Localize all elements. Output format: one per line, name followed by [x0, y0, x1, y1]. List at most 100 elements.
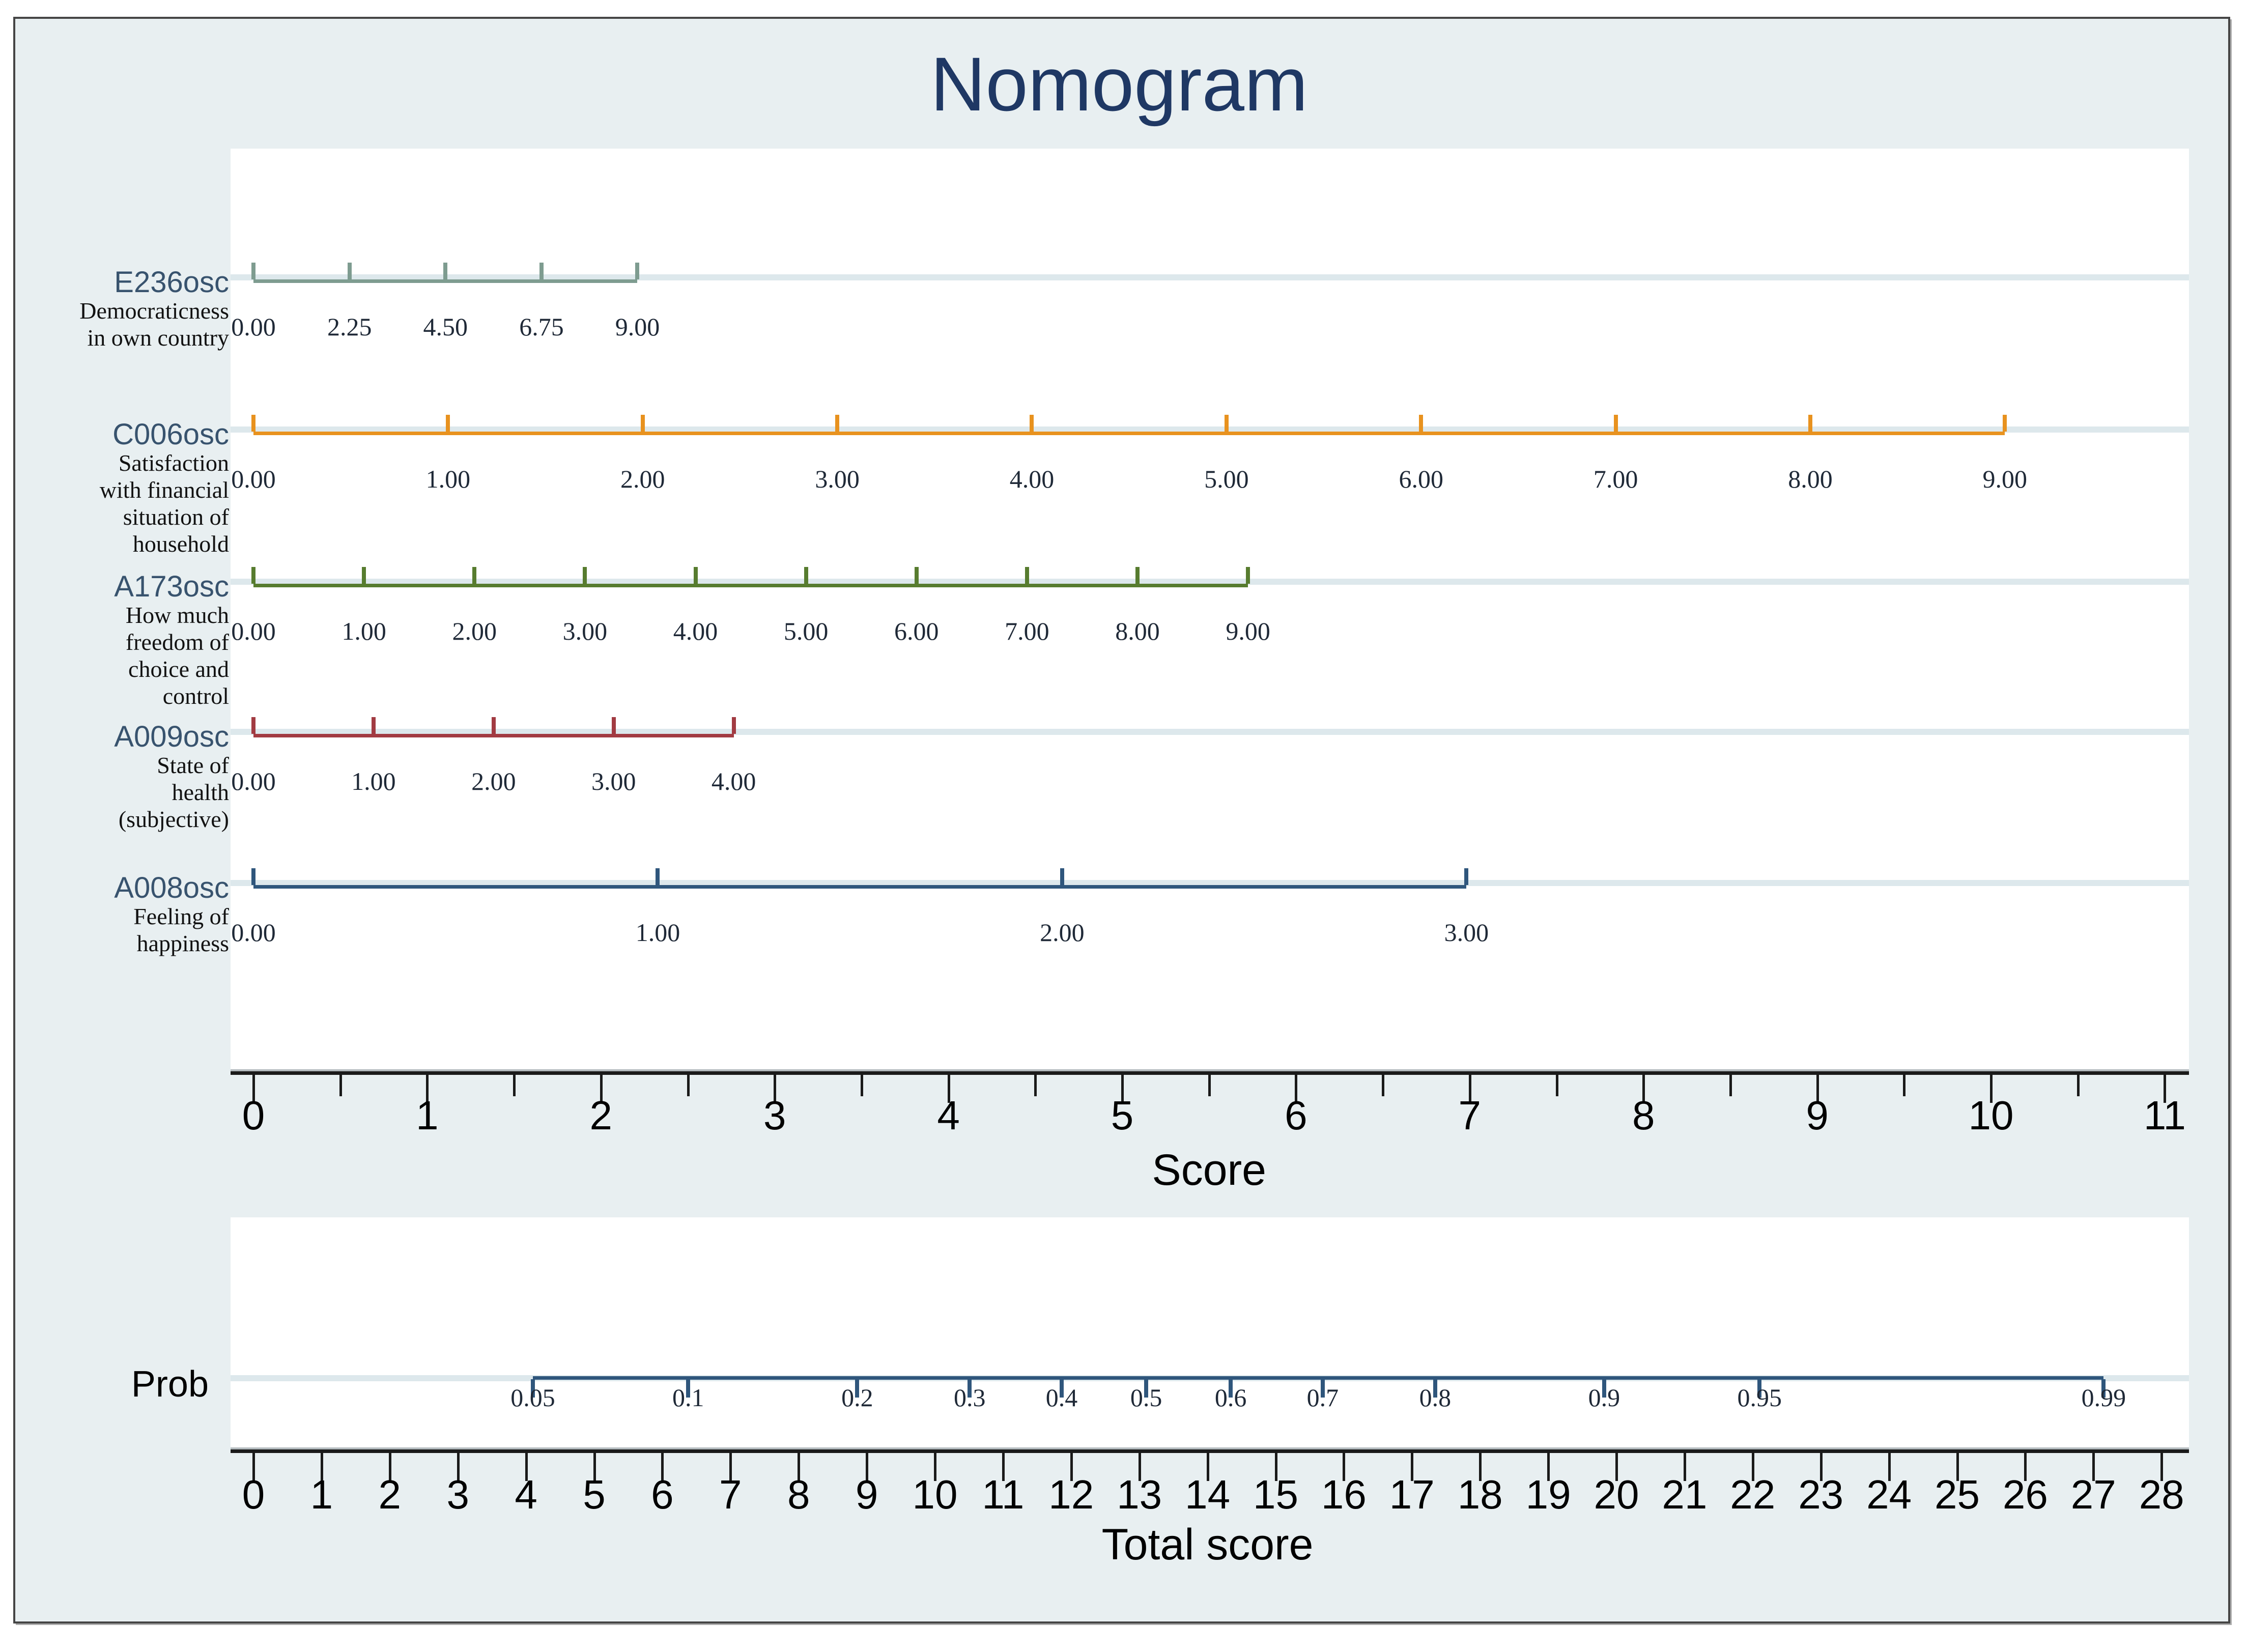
prob-scale-tick — [968, 1379, 972, 1398]
total-score-axis-tick — [1683, 1453, 1686, 1481]
predictor-description-line: (subjective) — [118, 806, 229, 832]
total-score-axis-tick — [1888, 1453, 1891, 1481]
total-score-axis-tick-label: 13 — [1117, 1472, 1162, 1517]
predictor-tick-value-label: 0.00 — [231, 312, 276, 341]
total-score-axis-tick — [934, 1453, 936, 1481]
predictor-scale-line — [253, 584, 1248, 587]
score-axis-tick-label: 10 — [1968, 1093, 2014, 1138]
row-gridline — [231, 579, 2189, 585]
predictor-tick-value-label: 1.00 — [342, 617, 386, 645]
score-axis-minor-tick — [2077, 1075, 2080, 1096]
total-score-axis-tick — [2092, 1453, 2095, 1481]
predictor-description-line: in own country — [87, 325, 229, 351]
total-score-axis-tick-label: 9 — [855, 1472, 878, 1517]
total-score-axis-tick — [2160, 1453, 2164, 1481]
predictor-scale-tick — [446, 415, 450, 432]
score-axis-title: Score — [1152, 1146, 1267, 1194]
total-score-axis-tick-label: 1 — [310, 1472, 333, 1517]
prob-tick-value-label: 0.4 — [1045, 1383, 1078, 1412]
total-score-axis-tick-label: 22 — [1730, 1472, 1776, 1517]
predictor-description-line: situation of — [123, 504, 229, 530]
prob-scale-tick — [530, 1379, 535, 1398]
predictor-tick-value-label: 4.00 — [1009, 465, 1055, 493]
total-score-axis-tick — [1274, 1453, 1277, 1481]
predictor-scale-tick — [1224, 415, 1229, 432]
predictor-description-line: happiness — [136, 930, 229, 956]
total-score-axis-tick-label: 8 — [787, 1472, 810, 1517]
predictor-scale-tick — [1808, 415, 1812, 432]
prob-tick-value-label: 0.1 — [672, 1383, 704, 1412]
predictor-scale-tick — [583, 567, 587, 584]
predictor-tick-value-label: 2.00 — [452, 617, 497, 645]
total-score-axis-tick — [1138, 1453, 1141, 1481]
predictor-scale-line — [253, 885, 1467, 889]
total-score-axis-tick — [1956, 1453, 1959, 1481]
score-axis-tick-label: 7 — [1458, 1093, 1482, 1138]
total-score-axis-tick — [866, 1453, 869, 1481]
total-score-axis-tick — [320, 1453, 323, 1481]
total-score-axis-tick-label: 19 — [1525, 1472, 1571, 1517]
predictor-scale-tick — [640, 415, 645, 432]
score-axis-minor-tick — [1034, 1075, 1037, 1096]
total-score-axis-tick — [1819, 1453, 1823, 1481]
total-score-axis-tick-label: 23 — [1798, 1472, 1844, 1517]
total-score-axis-tick — [593, 1453, 596, 1481]
prob-scale-tick — [2101, 1379, 2106, 1398]
total-score-axis-tick-label: 14 — [1185, 1472, 1231, 1517]
predictor-scale-tick — [539, 263, 544, 279]
total-score-axis-tick — [1751, 1453, 1754, 1481]
predictor-scale-tick — [693, 567, 698, 584]
predictor-scale-tick — [371, 717, 376, 734]
score-axis-minor-tick — [339, 1075, 342, 1096]
score-axis-tick-label: 8 — [1632, 1093, 1655, 1138]
total-score-axis-tick — [798, 1453, 801, 1481]
prob-tick-value-label: 0.2 — [841, 1383, 873, 1412]
row-gridline — [231, 274, 2189, 280]
predictor-tick-value-label: 5.00 — [1204, 465, 1249, 493]
prob-axis-label: Prob — [131, 1364, 209, 1405]
predictor-tick-value-label: 0.00 — [231, 767, 276, 795]
score-axis-tick-label: 9 — [1806, 1093, 1829, 1138]
score-axis-major-tick — [1295, 1075, 1298, 1103]
prob-tick-value-label: 0.3 — [954, 1383, 986, 1412]
predictor-tick-value-label: 9.00 — [1982, 465, 2028, 493]
prob-scale-tick — [1757, 1379, 1762, 1398]
predictor-tick-value-label: 3.00 — [562, 617, 608, 645]
predictor-scale-tick — [1060, 868, 1064, 885]
total-score-axis-tick — [729, 1453, 732, 1481]
score-axis-tick-label: 2 — [589, 1093, 613, 1138]
predictor-tick-value-label: 8.00 — [1788, 465, 1833, 493]
total-score-axis-tick-label: 26 — [2002, 1472, 2048, 1517]
total-score-axis-tick-label: 20 — [1594, 1472, 1639, 1517]
total-score-axis-tick-label: 17 — [1389, 1472, 1435, 1517]
prob-scale-tick — [1229, 1379, 1233, 1398]
prob-scale-line — [532, 1376, 2104, 1380]
total-score-axis-tick — [525, 1453, 528, 1481]
predictor-tick-value-label: 4.00 — [711, 767, 756, 795]
total-score-axis-tick — [2024, 1453, 2027, 1481]
predictor-tick-value-label: 4.50 — [423, 312, 468, 341]
score-axis-tick-label: 11 — [2143, 1093, 2186, 1138]
total-score-axis-tick-label: 27 — [2070, 1472, 2116, 1517]
predictor-scale-tick — [914, 567, 919, 584]
predictor-tick-value-label: 9.00 — [1226, 617, 1270, 645]
predictor-description-line: household — [132, 531, 229, 557]
score-axis-line — [231, 1071, 2189, 1075]
score-axis-major-tick — [947, 1075, 950, 1103]
predictor-scale-tick — [1030, 415, 1034, 432]
predictor-tick-value-label: 2.00 — [471, 767, 516, 795]
predictor-tick-value-label: 3.00 — [1444, 918, 1489, 947]
prob-scale-tick — [1144, 1379, 1149, 1398]
predictor-scale-tick — [443, 263, 448, 279]
predictor-scale-tick — [251, 717, 255, 734]
total-score-axis-tick — [1479, 1453, 1482, 1481]
predictor-scale-tick — [472, 567, 477, 584]
predictor-tick-value-label: 4.00 — [673, 617, 718, 645]
predictor-scale-tick — [1135, 567, 1140, 584]
score-axis-major-tick — [600, 1075, 603, 1103]
predictor-scale-tick — [2003, 415, 2007, 432]
predictor-scale-tick — [1464, 868, 1469, 885]
total-score-axis-tick-label: 21 — [1662, 1472, 1708, 1517]
prob-scale-tick — [1602, 1379, 1606, 1398]
predictor-tick-value-label: 1.00 — [635, 918, 680, 947]
